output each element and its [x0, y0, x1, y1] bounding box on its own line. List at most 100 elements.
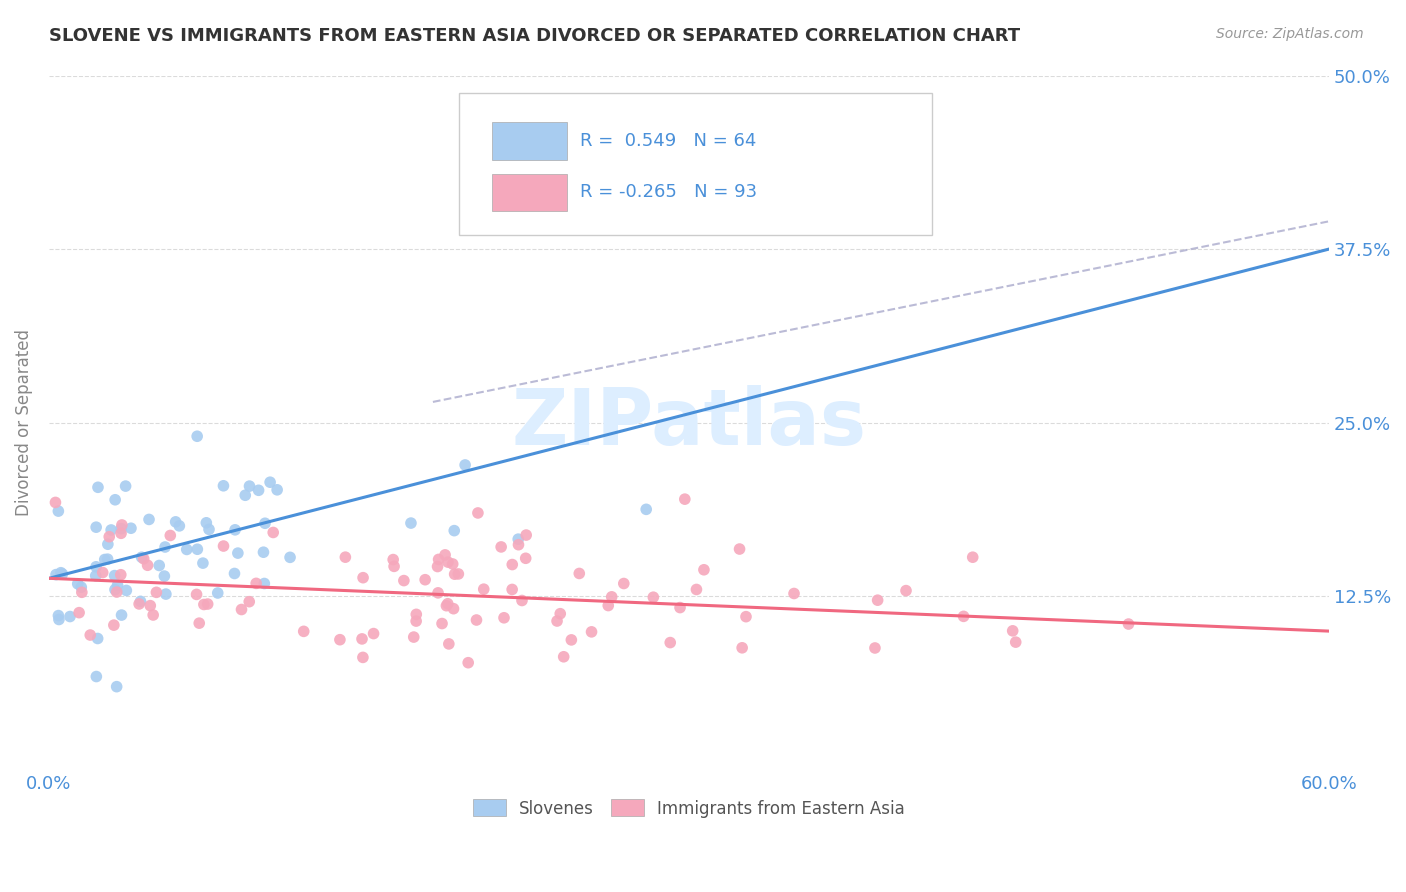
Point — [51, 566, 73, 581]
Point — [437, 555, 460, 569]
Point — [155, 587, 177, 601]
Point — [685, 582, 707, 597]
Point — [207, 586, 229, 600]
Point — [67, 606, 90, 620]
Point — [457, 656, 479, 670]
Point — [49, 566, 72, 580]
Point — [427, 586, 450, 600]
FancyBboxPatch shape — [492, 122, 567, 160]
Point — [413, 573, 436, 587]
Text: Source: ZipAtlas.com: Source: ZipAtlas.com — [1216, 27, 1364, 41]
Point — [120, 521, 142, 535]
Point — [252, 545, 274, 559]
Point — [405, 607, 427, 622]
Point — [97, 552, 120, 566]
Point — [98, 530, 121, 544]
Point — [86, 632, 108, 646]
Point — [145, 585, 167, 599]
Point — [212, 479, 235, 493]
Point — [139, 599, 162, 613]
Point — [238, 479, 260, 493]
Point — [253, 576, 276, 591]
Point — [197, 597, 219, 611]
Point — [501, 558, 523, 572]
Point — [84, 559, 107, 574]
Point — [382, 559, 405, 574]
Point — [426, 559, 449, 574]
Point — [48, 613, 70, 627]
Point — [70, 580, 93, 594]
Point — [48, 608, 70, 623]
Point — [233, 488, 256, 502]
Point — [110, 526, 132, 541]
Point — [382, 552, 405, 566]
Point — [79, 628, 101, 642]
Point — [472, 582, 495, 597]
Point — [673, 492, 696, 507]
Point — [186, 587, 208, 601]
Point — [600, 590, 623, 604]
Point — [866, 593, 889, 607]
Point — [169, 519, 191, 533]
Point — [93, 552, 115, 566]
Point — [254, 516, 277, 531]
Point — [436, 599, 458, 613]
Point — [467, 506, 489, 520]
Point — [863, 640, 886, 655]
Point — [952, 609, 974, 624]
Point — [259, 475, 281, 490]
Point — [266, 483, 288, 497]
Point — [1001, 624, 1024, 638]
Point — [292, 624, 315, 639]
Point — [402, 630, 425, 644]
Point — [66, 576, 89, 591]
Point — [159, 528, 181, 542]
Point — [105, 585, 128, 599]
Point — [352, 650, 374, 665]
Legend: Slovenes, Immigrants from Eastern Asia: Slovenes, Immigrants from Eastern Asia — [465, 793, 912, 824]
Point — [568, 566, 591, 581]
Point — [198, 522, 221, 536]
Point — [350, 632, 373, 646]
Point — [430, 616, 453, 631]
Point — [114, 479, 136, 493]
Point — [643, 591, 665, 605]
Point — [188, 616, 211, 631]
Text: ZIPatlas: ZIPatlas — [512, 384, 866, 461]
Point — [427, 552, 450, 566]
Point — [553, 649, 575, 664]
Point — [247, 483, 270, 498]
Point — [111, 518, 134, 533]
Y-axis label: Divorced or Separated: Divorced or Separated — [15, 329, 32, 516]
Point — [129, 594, 152, 608]
Point — [84, 568, 107, 582]
Point — [735, 609, 758, 624]
Point — [84, 520, 107, 534]
Point — [501, 582, 523, 597]
Point — [329, 632, 352, 647]
Point — [70, 585, 93, 599]
Point — [107, 578, 129, 592]
FancyBboxPatch shape — [458, 93, 932, 235]
Point — [110, 608, 132, 623]
Point — [515, 528, 537, 542]
Point — [489, 540, 512, 554]
FancyBboxPatch shape — [492, 174, 567, 211]
Point — [115, 583, 138, 598]
Point — [128, 597, 150, 611]
Point — [515, 551, 537, 566]
Point — [153, 540, 176, 554]
Point — [224, 566, 246, 581]
Point — [560, 632, 582, 647]
Point — [741, 179, 763, 194]
Point — [86, 669, 108, 683]
Point — [110, 567, 132, 582]
Point — [598, 599, 620, 613]
Point — [91, 566, 114, 580]
Point — [894, 583, 917, 598]
Point — [693, 563, 716, 577]
Point — [176, 542, 198, 557]
Point — [165, 515, 187, 529]
Point — [613, 576, 636, 591]
Point — [278, 550, 301, 565]
